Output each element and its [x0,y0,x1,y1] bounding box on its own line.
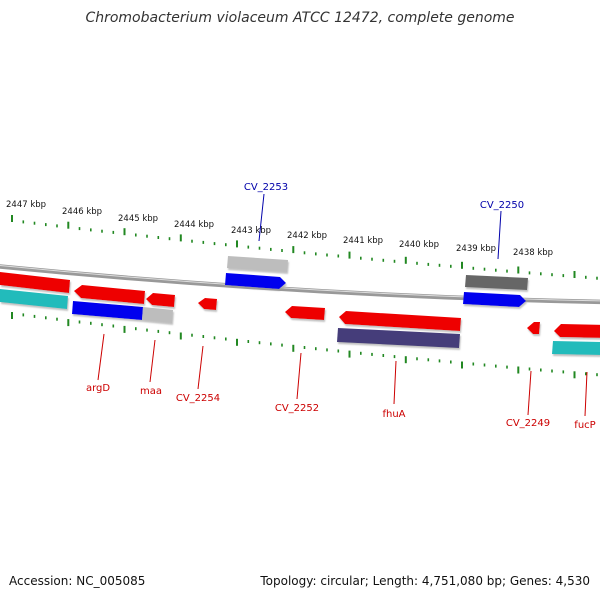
connector-cv-2252 [296,352,302,400]
gene-label-fhua[interactable]: fhuA [382,409,405,420]
connector-cv-2249 [527,370,532,416]
feature-left-red[interactable] [0,272,70,293]
gene-labels: CV_2253 CV_2250 argD maa CV_2254 CV_2252… [86,182,596,431]
connector-cv-2254 [197,345,204,390]
feature-cv-2249[interactable] [527,322,540,334]
feature-argd[interactable] [74,285,145,304]
connector-argd [97,333,105,381]
feature-rna[interactable] [227,256,288,272]
scale-labels: 2447 kbp 2446 kbp 2445 kbp 2444 kbp 2443… [6,200,553,258]
feature-cv-2252[interactable] [285,306,325,320]
map-title: Chromobacterium violaceum ATCC 12472, co… [85,10,515,26]
feature-left-cyan[interactable] [0,289,68,309]
scale-label-2438: 2438 kbp [513,248,553,258]
tick-row-lower [11,312,598,379]
accession-text: Accession: NC_005085 [9,574,146,588]
feature-cv-2253[interactable] [225,273,286,289]
feature-cv-2250[interactable] [463,292,526,307]
gene-label-cv-2254[interactable]: CV_2254 [176,393,220,404]
reverse-features [0,272,600,355]
scale-label-2440: 2440 kbp [399,240,439,250]
feature-fucp[interactable] [554,324,600,338]
scale-label-2445: 2445 kbp [118,214,158,224]
scale-label-2442: 2442 kbp [287,231,327,241]
feature-fhua[interactable] [339,311,461,331]
scale-label-2439: 2439 kbp [456,244,496,254]
forward-features [225,256,528,307]
feature-cv-2254[interactable] [198,298,217,310]
gene-label-cv-2249[interactable]: CV_2249 [506,418,550,429]
connector-cv-2253 [258,193,265,242]
gene-label-cv-2253[interactable]: CV_2253 [244,182,288,193]
scale-label-2441: 2441 kbp [343,236,383,246]
gene-label-argd[interactable]: argD [86,383,110,394]
feature-maa[interactable] [146,293,175,307]
topology-text: Topology: circular; Length: 4,751,080 bp… [260,574,590,588]
gene-label-cv-2250[interactable]: CV_2250 [480,200,524,211]
scale-label-2444: 2444 kbp [174,220,214,230]
scale-label-2447: 2447 kbp [6,200,46,210]
gene-label-cv-2252[interactable]: CV_2252 [275,403,319,414]
label-connectors [97,193,588,417]
feature-fhua-highlight[interactable] [337,328,460,348]
connector-fhua [393,360,397,405]
feature-argd-forward[interactable] [72,301,143,320]
feature-right-cyan[interactable] [552,341,600,355]
gene-label-fucp[interactable]: fucP [574,420,595,431]
tick-row-upper [11,215,598,280]
scale-label-2446: 2446 kbp [62,207,102,217]
scale-label-2443: 2443 kbp [231,226,271,236]
connector-cv-2250 [497,210,502,260]
gene-label-maa[interactable]: maa [140,386,162,397]
connector-fucp [584,371,588,417]
feature-maa-rna[interactable] [142,307,173,323]
connector-maa [149,339,156,383]
feature-gene-cv-2250[interactable] [465,275,528,290]
